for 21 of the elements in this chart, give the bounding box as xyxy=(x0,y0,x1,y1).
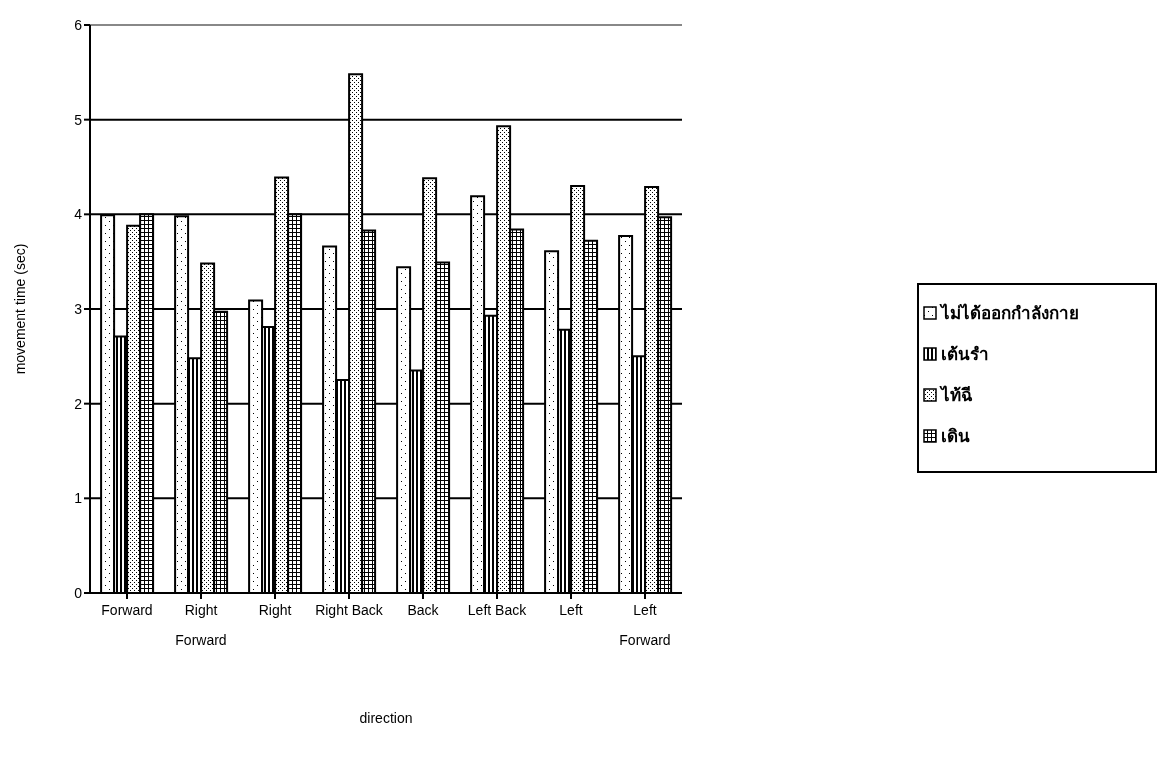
y-tick-label: 2 xyxy=(74,395,83,412)
y-axis-title: movement time (sec) xyxy=(11,243,28,375)
x-tick-label: Left xyxy=(559,602,583,618)
y-tick-label: 6 xyxy=(74,16,83,33)
legend-label: ไม่ได้ออกกำลังกาย xyxy=(941,302,1079,325)
legend-label: เดิน xyxy=(941,426,970,448)
x-tick-label: Forward xyxy=(101,602,153,618)
y-tick-label: 5 xyxy=(74,111,83,128)
x-tick-label: Left Back xyxy=(467,602,528,618)
x-tick-label: Right Back xyxy=(315,602,384,618)
x-tick-label: Right xyxy=(258,602,292,618)
x-tick-label: Back xyxy=(407,602,440,618)
x-axis-title: direction xyxy=(359,710,413,726)
legend-label: ไท้ฉี xyxy=(941,384,973,407)
y-tick-label: 0 xyxy=(74,584,83,601)
y-tick-label: 3 xyxy=(74,300,83,317)
y-tick-label: 4 xyxy=(74,206,83,223)
x-tick-label: Right Forward xyxy=(175,602,227,648)
x-tick-label: Left Forward xyxy=(619,602,671,648)
legend-label: เต้นรำ xyxy=(941,344,989,366)
y-tick-label: 1 xyxy=(74,490,83,507)
